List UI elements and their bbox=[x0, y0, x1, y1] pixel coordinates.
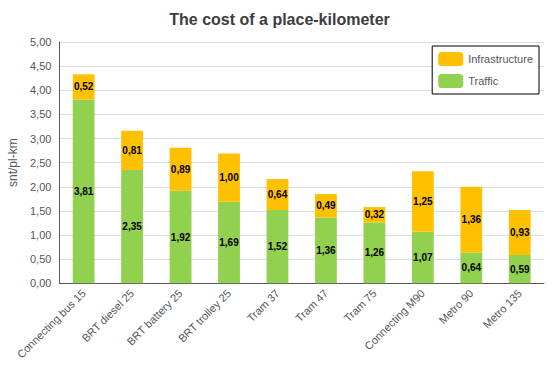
svg-text:3,00: 3,00 bbox=[30, 133, 51, 145]
svg-text:Traffic: Traffic bbox=[468, 75, 498, 87]
svg-text:2,35: 2,35 bbox=[122, 221, 142, 232]
svg-text:0,50: 0,50 bbox=[30, 253, 51, 265]
svg-text:1,00: 1,00 bbox=[30, 229, 51, 241]
svg-text:4,00: 4,00 bbox=[30, 84, 51, 96]
svg-text:0,52: 0,52 bbox=[74, 81, 94, 92]
svg-text:Connecting M90: Connecting M90 bbox=[362, 287, 427, 352]
svg-text:0,89: 0,89 bbox=[171, 164, 191, 175]
svg-text:1,69: 1,69 bbox=[219, 237, 239, 248]
svg-text:BRT trolley 25: BRT trolley 25 bbox=[176, 287, 233, 344]
svg-text:0,81: 0,81 bbox=[122, 145, 142, 156]
svg-text:1,26: 1,26 bbox=[365, 247, 385, 258]
svg-text:0,59: 0,59 bbox=[510, 264, 530, 275]
svg-text:Infrastructure: Infrastructure bbox=[468, 53, 533, 65]
svg-text:Tram 47: Tram 47 bbox=[293, 287, 330, 324]
svg-text:1,52: 1,52 bbox=[268, 241, 288, 252]
svg-text:0,00: 0,00 bbox=[30, 277, 51, 289]
svg-text:0,49: 0,49 bbox=[316, 200, 336, 211]
svg-text:3,50: 3,50 bbox=[30, 108, 51, 120]
svg-text:Metro 90: Metro 90 bbox=[436, 287, 475, 326]
svg-text:0,64: 0,64 bbox=[462, 262, 482, 273]
svg-text:3,81: 3,81 bbox=[74, 186, 94, 197]
svg-text:0,93: 0,93 bbox=[510, 227, 530, 238]
svg-text:1,92: 1,92 bbox=[171, 232, 191, 243]
svg-text:Metro 135: Metro 135 bbox=[481, 287, 524, 330]
svg-text:2,50: 2,50 bbox=[30, 157, 51, 169]
svg-text:0,64: 0,64 bbox=[268, 189, 288, 200]
svg-text:0,32: 0,32 bbox=[365, 209, 385, 220]
svg-text:Tram 37: Tram 37 bbox=[245, 287, 282, 324]
svg-text:The cost of a place-kilometer: The cost of a place-kilometer bbox=[169, 11, 390, 28]
svg-text:1,07: 1,07 bbox=[413, 252, 433, 263]
svg-text:5,00: 5,00 bbox=[30, 36, 51, 48]
svg-text:Tram 75: Tram 75 bbox=[342, 287, 379, 324]
svg-text:1,00: 1,00 bbox=[219, 172, 239, 183]
svg-text:1,36: 1,36 bbox=[462, 214, 482, 225]
svg-text:1,25: 1,25 bbox=[413, 196, 433, 207]
svg-text:2,00: 2,00 bbox=[30, 181, 51, 193]
svg-text:4,50: 4,50 bbox=[30, 60, 51, 72]
svg-text:snt/pl-km: snt/pl-km bbox=[6, 138, 20, 187]
svg-text:Connecting bus 15: Connecting bus 15 bbox=[15, 287, 88, 360]
svg-text:1,50: 1,50 bbox=[30, 205, 51, 217]
svg-text:BRT battery 25: BRT battery 25 bbox=[124, 287, 184, 347]
svg-text:1,36: 1,36 bbox=[316, 245, 336, 256]
svg-text:BRT diesel 25: BRT diesel 25 bbox=[79, 287, 137, 345]
